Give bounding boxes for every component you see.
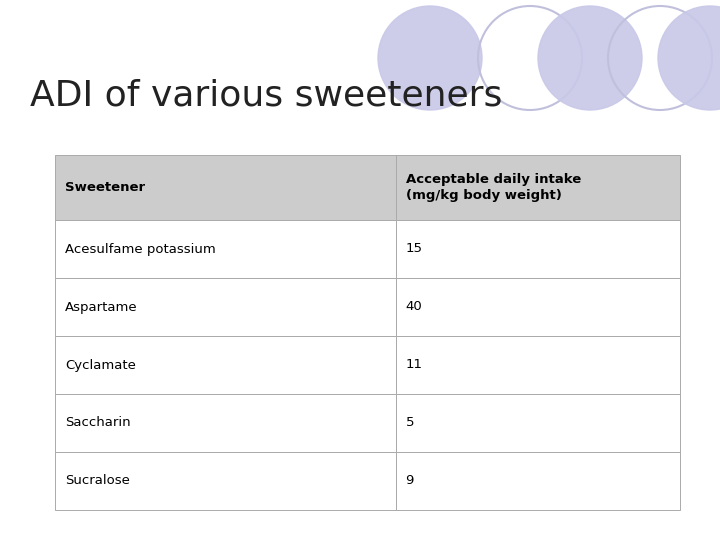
FancyBboxPatch shape <box>395 336 680 394</box>
FancyBboxPatch shape <box>395 278 680 336</box>
Text: Cyclamate: Cyclamate <box>65 359 136 372</box>
FancyBboxPatch shape <box>55 394 395 452</box>
Text: Acesulfame potassium: Acesulfame potassium <box>65 242 216 255</box>
Circle shape <box>378 6 482 110</box>
FancyBboxPatch shape <box>55 336 395 394</box>
FancyBboxPatch shape <box>395 155 680 220</box>
Text: ADI of various sweeteners: ADI of various sweeteners <box>30 78 503 112</box>
Text: 40: 40 <box>405 300 423 314</box>
FancyBboxPatch shape <box>395 452 680 510</box>
Text: Saccharin: Saccharin <box>65 416 130 429</box>
Text: Aspartame: Aspartame <box>65 300 138 314</box>
FancyBboxPatch shape <box>55 155 395 220</box>
Text: Sweetener: Sweetener <box>65 181 145 194</box>
Circle shape <box>538 6 642 110</box>
Text: 9: 9 <box>405 475 414 488</box>
FancyBboxPatch shape <box>395 394 680 452</box>
Text: Sucralose: Sucralose <box>65 475 130 488</box>
Text: Acceptable daily intake
(mg/kg body weight): Acceptable daily intake (mg/kg body weig… <box>405 172 581 202</box>
Text: 11: 11 <box>405 359 423 372</box>
FancyBboxPatch shape <box>55 220 395 278</box>
FancyBboxPatch shape <box>55 452 395 510</box>
Text: 5: 5 <box>405 416 414 429</box>
Text: 15: 15 <box>405 242 423 255</box>
FancyBboxPatch shape <box>395 220 680 278</box>
FancyBboxPatch shape <box>55 278 395 336</box>
Circle shape <box>658 6 720 110</box>
